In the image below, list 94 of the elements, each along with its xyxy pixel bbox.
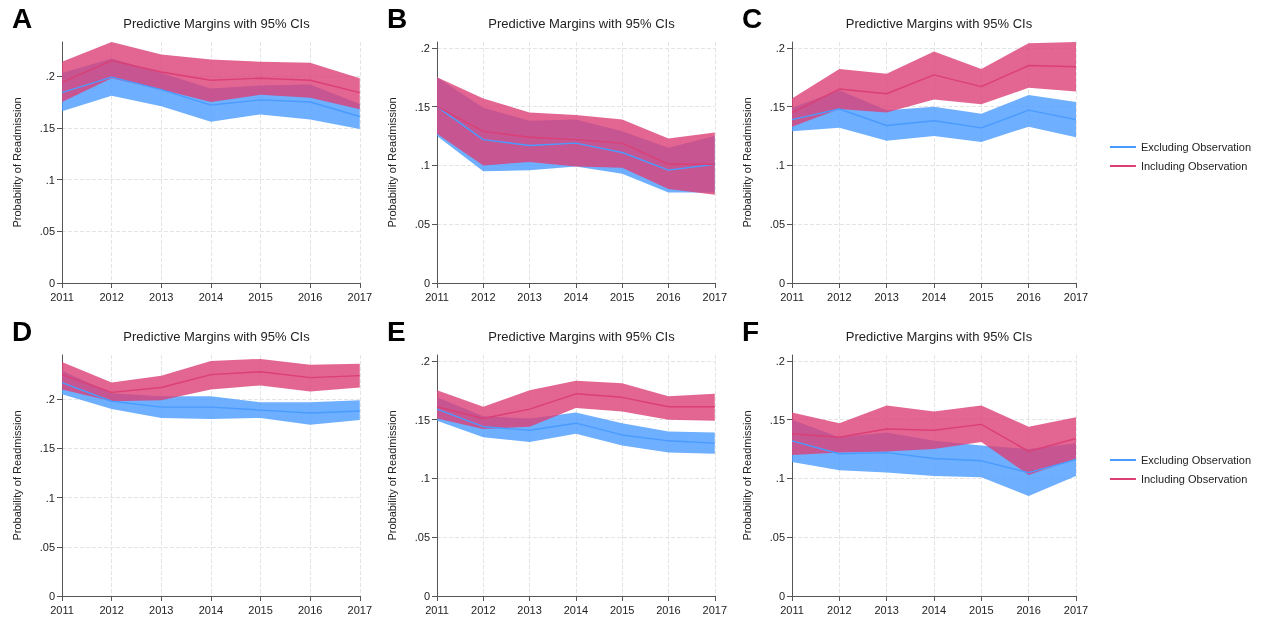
text: B	[387, 2, 408, 34]
x-tick-label: 2013	[149, 603, 174, 616]
x-tick-label: 2015	[969, 603, 994, 616]
y-tick-label: .2	[420, 354, 430, 367]
y-tick-label: .05	[769, 218, 785, 231]
x-tick-label: 2017	[347, 603, 373, 616]
x-tick-label: 2012	[99, 603, 124, 616]
y-tick-label: 0	[48, 277, 55, 289]
x-tick-label: 2015	[969, 290, 994, 303]
y-tick-label: .1	[775, 472, 785, 485]
legend-label: Excluding Observation	[1140, 141, 1251, 153]
y-tick-label: .1	[420, 472, 430, 485]
x-tick-label: 2013	[149, 290, 174, 303]
x-tick-label: 2016	[1016, 603, 1041, 616]
x-tick-label: 2013	[517, 290, 542, 303]
x-tick-label: 2012	[99, 290, 124, 303]
chart-title: Predictive Margins with 95% CIs	[123, 16, 311, 31]
x-tick-label: 2017	[702, 290, 728, 303]
legend-label: Excluding Observation	[1140, 454, 1251, 466]
x-tick-label: 2011	[780, 603, 804, 616]
y-tick-label: .05	[414, 531, 430, 544]
text: D	[12, 315, 33, 347]
x-tick-label: 2015	[248, 603, 273, 616]
chart-title: Predictive Margins with 95% CIs	[845, 16, 1033, 31]
x-tick-label: 2011	[50, 290, 74, 303]
x-tick-label: 2014	[563, 290, 589, 303]
y-tick-label: .1	[420, 159, 430, 172]
y-tick-label: .15	[769, 413, 785, 426]
text: E	[387, 315, 406, 347]
y-tick-label: .1	[45, 491, 55, 504]
x-tick-label: 2014	[563, 603, 589, 616]
y-tick-label: 0	[423, 590, 430, 602]
y-tick-label: .2	[45, 70, 55, 83]
chart-title: Predictive Margins with 95% CIs	[123, 329, 311, 344]
y-tick-label: .15	[414, 413, 430, 426]
y-tick-label: 0	[423, 277, 430, 289]
y-axis-title: Probability of Readmission	[10, 410, 23, 541]
x-tick-label: 2017	[347, 290, 373, 303]
x-tick-label: 2014	[198, 290, 224, 303]
legend-label: Including Observation	[1140, 160, 1248, 172]
text: A	[12, 2, 33, 34]
y-tick-label: .15	[39, 121, 55, 134]
x-tick-label: 2016	[297, 290, 323, 303]
y-axis-title: Probability of Readmission	[10, 97, 23, 228]
x-tick-label: 2016	[656, 603, 681, 616]
y-tick-label: .1	[775, 159, 785, 172]
y-axis-title: Probability of Readmission	[740, 97, 753, 228]
y-axis-title: Probability of Readmission	[385, 410, 398, 541]
y-tick-label: .15	[769, 100, 785, 113]
x-tick-label: 2015	[248, 290, 273, 303]
y-axis-title: Probability of Readmission	[385, 97, 398, 228]
y-tick-label: .15	[414, 100, 430, 113]
y-axis-title: Probability of Readmission	[740, 410, 753, 541]
y-tick-label: .2	[420, 41, 430, 54]
y-tick-label: .15	[39, 442, 55, 455]
y-tick-label: .2	[775, 354, 785, 367]
x-tick-label: 2016	[1016, 290, 1041, 303]
chart-title: Predictive Margins with 95% CIs	[488, 16, 676, 31]
x-tick-label: 2011	[780, 290, 804, 303]
y-tick-label: .05	[769, 531, 785, 544]
x-tick-label: 2012	[827, 603, 852, 616]
x-tick-label: 2013	[874, 603, 899, 616]
x-tick-label: 2012	[827, 290, 852, 303]
x-tick-label: 2013	[517, 603, 542, 616]
y-tick-label: .2	[45, 393, 55, 406]
y-tick-label: .05	[39, 540, 55, 553]
y-tick-label: .05	[414, 218, 430, 231]
y-tick-label: .2	[775, 41, 785, 54]
y-tick-label: 0	[778, 277, 785, 289]
x-tick-label: 2013	[874, 290, 899, 303]
x-tick-label: 2012	[471, 290, 496, 303]
x-tick-label: 2016	[656, 290, 681, 303]
x-tick-label: 2011	[50, 603, 74, 616]
chart-title: Predictive Margins with 95% CIs	[488, 329, 676, 344]
x-tick-label: 2012	[471, 603, 496, 616]
y-tick-label: .1	[45, 173, 55, 186]
x-tick-label: 2017	[702, 603, 728, 616]
x-tick-label: 2016	[297, 603, 323, 616]
chart-title: Predictive Margins with 95% CIs	[845, 329, 1033, 344]
text: C	[742, 2, 763, 34]
x-tick-label: 2011	[425, 290, 449, 303]
x-tick-label: 2014	[921, 603, 947, 616]
y-tick-label: 0	[778, 590, 785, 602]
x-tick-label: 2017	[1063, 290, 1089, 303]
y-tick-label: .05	[39, 225, 55, 238]
x-tick-label: 2015	[609, 603, 635, 616]
x-tick-label: 2014	[198, 603, 224, 616]
text: F	[742, 315, 760, 347]
y-tick-label: 0	[48, 590, 55, 602]
x-tick-label: 2014	[921, 290, 947, 303]
legend-label: Including Observation	[1140, 473, 1248, 485]
x-tick-label: 2015	[609, 290, 635, 303]
x-tick-label: 2017	[1063, 603, 1089, 616]
x-tick-label: 2011	[425, 603, 449, 616]
